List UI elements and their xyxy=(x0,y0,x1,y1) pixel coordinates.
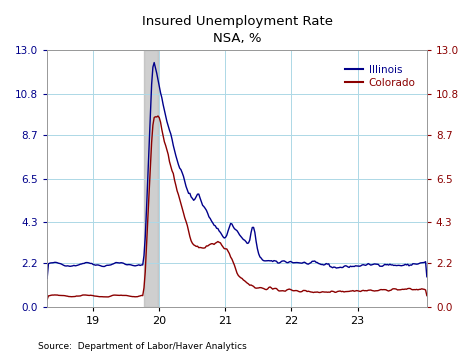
Title: Insured Unemployment Rate
NSA, %: Insured Unemployment Rate NSA, % xyxy=(142,15,332,45)
Text: Source:  Department of Labor/Haver Analytics: Source: Department of Labor/Haver Analyt… xyxy=(38,343,246,351)
Bar xyxy=(144,50,158,307)
Legend: Illinois, Colorado: Illinois, Colorado xyxy=(341,61,420,92)
